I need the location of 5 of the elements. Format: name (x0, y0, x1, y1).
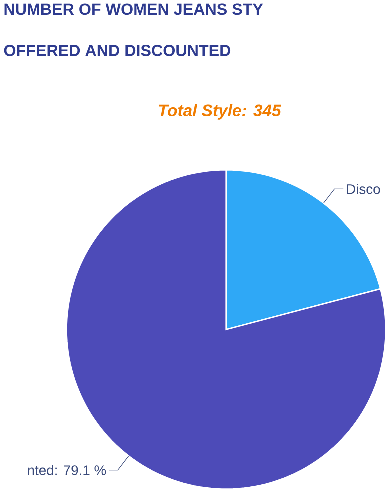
chart-subtitle: OFFERED AND DISCOUNTED (4, 44, 231, 56)
slice-label: nted: 79.1 % (28, 465, 106, 476)
text: Total Style: 345 (159, 104, 282, 120)
slice-label: Disco (347, 184, 380, 194)
chart-title: NUMBER OF WOMEN JEANS STY (4, 4, 264, 16)
